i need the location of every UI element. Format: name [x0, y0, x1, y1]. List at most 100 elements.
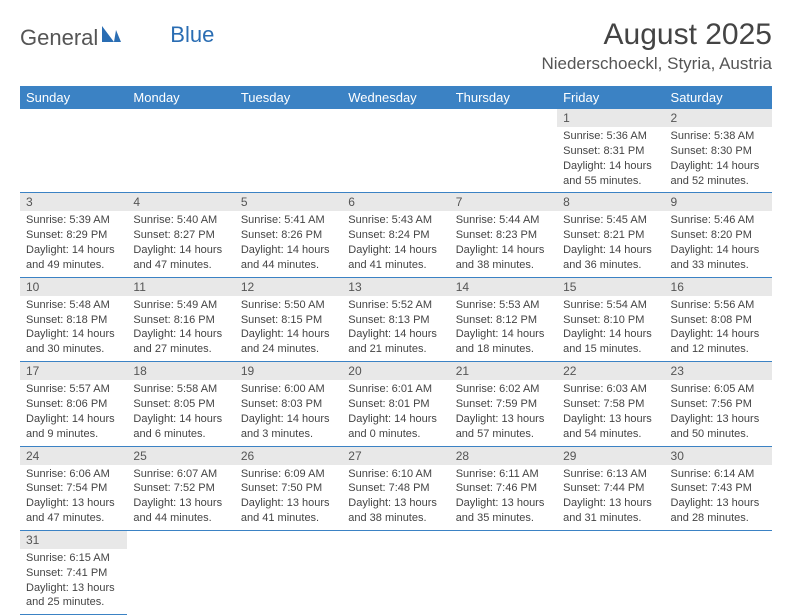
day-data: Sunrise: 5:50 AMSunset: 8:15 PMDaylight:…	[235, 296, 342, 361]
logo: General Blue	[20, 18, 214, 52]
daylight-text: Daylight: 14 hours	[241, 327, 336, 342]
day-data: Sunrise: 6:09 AMSunset: 7:50 PMDaylight:…	[235, 465, 342, 530]
sunset-text: Sunset: 8:29 PM	[26, 228, 121, 243]
day-number: 23	[665, 362, 772, 380]
sunset-text: Sunset: 8:21 PM	[563, 228, 658, 243]
sunrise-text: Sunrise: 5:52 AM	[348, 298, 443, 313]
sunrise-text: Sunrise: 5:50 AM	[241, 298, 336, 313]
day-data: Sunrise: 5:53 AMSunset: 8:12 PMDaylight:…	[450, 296, 557, 361]
sail-icon	[100, 24, 122, 44]
sunrise-text: Sunrise: 5:56 AM	[671, 298, 766, 313]
logo-text-blue: Blue	[170, 22, 214, 48]
day-number: 9	[665, 193, 772, 211]
sunset-text: Sunset: 8:26 PM	[241, 228, 336, 243]
day-number: 10	[20, 278, 127, 296]
calendar-week-row: 24Sunrise: 6:06 AMSunset: 7:54 PMDayligh…	[20, 446, 772, 530]
sunset-text: Sunset: 7:41 PM	[26, 566, 121, 581]
day-number: 5	[235, 193, 342, 211]
daylight-text: and 31 minutes.	[563, 511, 658, 526]
day-number: 22	[557, 362, 664, 380]
day-data: Sunrise: 6:06 AMSunset: 7:54 PMDaylight:…	[20, 465, 127, 530]
daylight-text: and 41 minutes.	[241, 511, 336, 526]
daylight-text: Daylight: 14 hours	[26, 243, 121, 258]
day-number: 3	[20, 193, 127, 211]
daylight-text: Daylight: 14 hours	[348, 243, 443, 258]
day-data: Sunrise: 5:46 AMSunset: 8:20 PMDaylight:…	[665, 211, 772, 276]
daylight-text: and 18 minutes.	[456, 342, 551, 357]
day-number: 29	[557, 447, 664, 465]
daylight-text: and 0 minutes.	[348, 427, 443, 442]
day-data: Sunrise: 5:41 AMSunset: 8:26 PMDaylight:…	[235, 211, 342, 276]
daylight-text: Daylight: 13 hours	[26, 581, 121, 596]
daylight-text: and 35 minutes.	[456, 511, 551, 526]
calendar-cell	[450, 530, 557, 614]
sunrise-text: Sunrise: 6:13 AM	[563, 467, 658, 482]
day-data: Sunrise: 6:14 AMSunset: 7:43 PMDaylight:…	[665, 465, 772, 530]
day-data: Sunrise: 6:07 AMSunset: 7:52 PMDaylight:…	[127, 465, 234, 530]
day-data: Sunrise: 6:13 AMSunset: 7:44 PMDaylight:…	[557, 465, 664, 530]
calendar-cell	[450, 109, 557, 193]
day-number: 2	[665, 109, 772, 127]
daylight-text: and 36 minutes.	[563, 258, 658, 273]
logo-text-general: General	[20, 25, 98, 51]
calendar-cell: 16Sunrise: 5:56 AMSunset: 8:08 PMDayligh…	[665, 277, 772, 361]
day-number: 15	[557, 278, 664, 296]
day-number: 28	[450, 447, 557, 465]
sunrise-text: Sunrise: 5:39 AM	[26, 213, 121, 228]
daylight-text: and 27 minutes.	[133, 342, 228, 357]
day-data: Sunrise: 5:54 AMSunset: 8:10 PMDaylight:…	[557, 296, 664, 361]
sunrise-text: Sunrise: 5:41 AM	[241, 213, 336, 228]
calendar-cell: 3Sunrise: 5:39 AMSunset: 8:29 PMDaylight…	[20, 193, 127, 277]
header: General Blue August 2025 Niederschoeckl,…	[20, 18, 772, 74]
day-data: Sunrise: 6:10 AMSunset: 7:48 PMDaylight:…	[342, 465, 449, 530]
calendar-cell: 15Sunrise: 5:54 AMSunset: 8:10 PMDayligh…	[557, 277, 664, 361]
sunset-text: Sunset: 8:20 PM	[671, 228, 766, 243]
calendar-cell: 19Sunrise: 6:00 AMSunset: 8:03 PMDayligh…	[235, 362, 342, 446]
calendar-cell: 26Sunrise: 6:09 AMSunset: 7:50 PMDayligh…	[235, 446, 342, 530]
sunset-text: Sunset: 7:52 PM	[133, 481, 228, 496]
daylight-text: Daylight: 14 hours	[133, 412, 228, 427]
day-data: Sunrise: 5:39 AMSunset: 8:29 PMDaylight:…	[20, 211, 127, 276]
day-number: 27	[342, 447, 449, 465]
day-number: 18	[127, 362, 234, 380]
sunrise-text: Sunrise: 6:03 AM	[563, 382, 658, 397]
sunrise-text: Sunrise: 5:38 AM	[671, 129, 766, 144]
sunrise-text: Sunrise: 6:02 AM	[456, 382, 551, 397]
daylight-text: Daylight: 14 hours	[348, 327, 443, 342]
daylight-text: and 44 minutes.	[241, 258, 336, 273]
sunrise-text: Sunrise: 5:49 AM	[133, 298, 228, 313]
day-data: Sunrise: 6:03 AMSunset: 7:58 PMDaylight:…	[557, 380, 664, 445]
calendar-cell: 12Sunrise: 5:50 AMSunset: 8:15 PMDayligh…	[235, 277, 342, 361]
weekday-header: Thursday	[450, 86, 557, 109]
calendar-cell: 24Sunrise: 6:06 AMSunset: 7:54 PMDayligh…	[20, 446, 127, 530]
day-data: Sunrise: 5:43 AMSunset: 8:24 PMDaylight:…	[342, 211, 449, 276]
day-data: Sunrise: 5:52 AMSunset: 8:13 PMDaylight:…	[342, 296, 449, 361]
daylight-text: and 6 minutes.	[133, 427, 228, 442]
calendar-table: SundayMondayTuesdayWednesdayThursdayFrid…	[20, 86, 772, 615]
sunrise-text: Sunrise: 6:09 AM	[241, 467, 336, 482]
day-data: Sunrise: 5:56 AMSunset: 8:08 PMDaylight:…	[665, 296, 772, 361]
daylight-text: and 3 minutes.	[241, 427, 336, 442]
daylight-text: Daylight: 14 hours	[26, 327, 121, 342]
calendar-cell	[235, 530, 342, 614]
daylight-text: Daylight: 14 hours	[133, 327, 228, 342]
day-data: Sunrise: 6:11 AMSunset: 7:46 PMDaylight:…	[450, 465, 557, 530]
calendar-cell: 20Sunrise: 6:01 AMSunset: 8:01 PMDayligh…	[342, 362, 449, 446]
sunrise-text: Sunrise: 5:54 AM	[563, 298, 658, 313]
daylight-text: Daylight: 13 hours	[563, 496, 658, 511]
daylight-text: Daylight: 14 hours	[26, 412, 121, 427]
daylight-text: and 30 minutes.	[26, 342, 121, 357]
day-number: 16	[665, 278, 772, 296]
daylight-text: Daylight: 13 hours	[671, 496, 766, 511]
sunset-text: Sunset: 8:18 PM	[26, 313, 121, 328]
calendar-cell: 8Sunrise: 5:45 AMSunset: 8:21 PMDaylight…	[557, 193, 664, 277]
sunrise-text: Sunrise: 5:48 AM	[26, 298, 121, 313]
weekday-header: Friday	[557, 86, 664, 109]
sunrise-text: Sunrise: 5:36 AM	[563, 129, 658, 144]
sunset-text: Sunset: 8:24 PM	[348, 228, 443, 243]
daylight-text: Daylight: 14 hours	[563, 159, 658, 174]
day-number: 30	[665, 447, 772, 465]
sunset-text: Sunset: 8:08 PM	[671, 313, 766, 328]
calendar-cell: 18Sunrise: 5:58 AMSunset: 8:05 PMDayligh…	[127, 362, 234, 446]
calendar-cell: 7Sunrise: 5:44 AMSunset: 8:23 PMDaylight…	[450, 193, 557, 277]
